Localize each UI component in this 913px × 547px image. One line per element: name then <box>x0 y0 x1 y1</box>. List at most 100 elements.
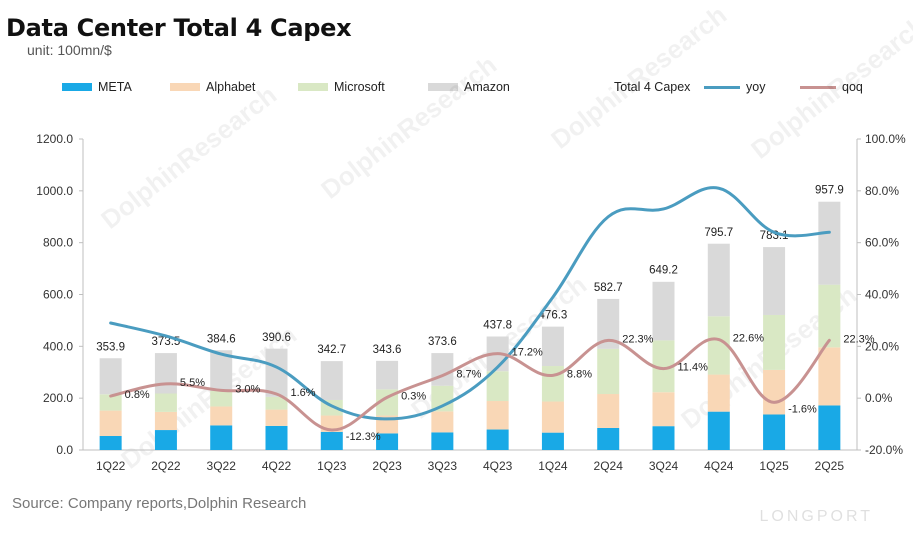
qoq-label: 22.3% <box>622 333 653 345</box>
watermark-text: DolphinResearch <box>315 49 502 204</box>
bar-segment-meta <box>486 429 509 450</box>
qoq-label: 8.8% <box>567 368 592 380</box>
right-tick-label: 0.0% <box>865 391 893 405</box>
bar-segment-meta <box>707 411 730 450</box>
bar-segment-alphabet <box>818 347 841 406</box>
legend-swatch <box>704 85 740 89</box>
qoq-label: 8.7% <box>456 369 481 381</box>
bar-segment-amazon <box>431 353 454 386</box>
logo-watermark: LONGPORT <box>759 508 873 525</box>
watermark-text: DolphinResearch <box>95 79 282 234</box>
bar-segment-meta <box>541 432 564 450</box>
bar-segment-alphabet <box>707 374 730 412</box>
bar-segment-amazon <box>652 281 675 341</box>
bar-segment-meta <box>265 425 288 450</box>
right-tick-label: 20.0% <box>865 339 899 353</box>
legend-item-alphabet: Alphabet <box>170 80 255 94</box>
right-tick-label: 40.0% <box>865 288 899 302</box>
bar-segment-meta <box>597 427 620 450</box>
bar-segment-microsoft <box>265 396 288 410</box>
x-tick-label: 2Q25 <box>815 459 845 473</box>
x-tick-label: 4Q22 <box>262 459 292 473</box>
bar-segment-microsoft <box>707 316 730 375</box>
bar-segment-microsoft <box>597 348 620 395</box>
bar-segment-amazon <box>210 350 233 391</box>
legend-swatch <box>62 83 92 91</box>
x-tick-label: 1Q22 <box>96 459 126 473</box>
bar-segment-meta <box>818 405 841 450</box>
bar-segment-microsoft <box>652 340 675 393</box>
left-tick-label: 800.0 <box>43 236 73 250</box>
legend-swatch <box>428 83 458 91</box>
right-tick-label: 80.0% <box>865 184 899 198</box>
bar-segment-microsoft <box>154 393 177 412</box>
legend-label: qoq <box>842 80 863 94</box>
total-label: 582.7 <box>594 282 623 294</box>
right-tick-label: 100.0% <box>865 132 906 146</box>
bar-segment-alphabet <box>486 401 509 430</box>
total-label: 390.6 <box>262 332 291 344</box>
bar-segment-alphabet <box>431 411 454 433</box>
legend-label: Microsoft <box>334 80 385 94</box>
total-label: 649.2 <box>649 265 678 277</box>
qoq-label: -1.6% <box>788 403 817 415</box>
bar-segment-microsoft <box>486 371 509 402</box>
bar-segment-amazon <box>265 348 288 397</box>
line-qoq <box>109 337 831 432</box>
qoq-label: 3.0% <box>235 383 260 395</box>
left-tick-label: 1000.0 <box>36 184 73 198</box>
qoq-label: 22.3% <box>843 333 874 345</box>
qoq-label: 17.2% <box>512 347 543 359</box>
legend-swatch <box>298 83 328 91</box>
bar-segment-alphabet <box>541 401 564 433</box>
left-tick-label: 1200.0 <box>36 132 73 146</box>
left-tick-label: 400.0 <box>43 339 73 353</box>
qoq-label: 11.4% <box>678 362 709 374</box>
right-tick-label: -20.0% <box>865 443 903 457</box>
legend-label: yoy <box>746 80 766 94</box>
legend-item-total-4-capex: Total 4 Capex <box>578 80 690 94</box>
watermark-text: DolphinResearch <box>545 0 732 155</box>
bar-segment-microsoft <box>99 394 122 411</box>
x-tick-label: 1Q23 <box>317 459 347 473</box>
bar-segment-microsoft <box>431 385 454 412</box>
x-tick-label: 2Q22 <box>151 459 181 473</box>
bar-segment-alphabet <box>763 369 786 415</box>
bar-segment-meta <box>320 431 343 450</box>
bar-segment-amazon <box>99 358 122 395</box>
legend: META Alphabet Microsoft Amazon Total 4 Capex… <box>0 80 913 100</box>
qoq-label: 1.6% <box>291 387 316 399</box>
bar-segment-alphabet <box>99 410 122 437</box>
bar-segment-meta <box>210 425 233 450</box>
bar-segment-meta <box>763 414 786 450</box>
bar-segment-microsoft <box>210 390 233 407</box>
bar-segment-alphabet <box>210 406 233 426</box>
bar-segment-amazon <box>707 243 730 317</box>
qoq-label: 0.8% <box>125 389 150 401</box>
x-tick-label: 1Q25 <box>759 459 789 473</box>
bar-segment-alphabet <box>265 409 288 426</box>
total-label: 957.9 <box>815 185 844 197</box>
legend-item-meta: META <box>62 80 132 94</box>
bar-segment-amazon <box>597 298 620 349</box>
unit-label: unit: 100mn/$ <box>27 42 112 58</box>
bar-segment-meta <box>431 432 454 450</box>
bar-segment-microsoft <box>818 284 841 348</box>
legend-item-yoy: yoy <box>704 80 765 94</box>
left-tick-label: 600.0 <box>43 288 73 302</box>
x-tick-label: 3Q22 <box>207 459 237 473</box>
legend-swatch <box>800 85 836 89</box>
left-tick-label: 200.0 <box>43 391 73 405</box>
bar-segment-amazon <box>763 247 786 315</box>
legend-item-qoq: qoq <box>800 80 863 94</box>
left-tick-label: 0.0 <box>56 443 73 457</box>
bar-segment-microsoft <box>763 314 786 370</box>
bar-segment-meta <box>652 426 675 450</box>
x-tick-label: 2Q23 <box>372 459 402 473</box>
x-tick-label: 2Q24 <box>594 459 624 473</box>
bar-segment-amazon <box>818 201 841 285</box>
legend-label: META <box>98 80 132 94</box>
bar-segment-alphabet <box>597 394 620 428</box>
bar-segment-alphabet <box>154 411 177 431</box>
